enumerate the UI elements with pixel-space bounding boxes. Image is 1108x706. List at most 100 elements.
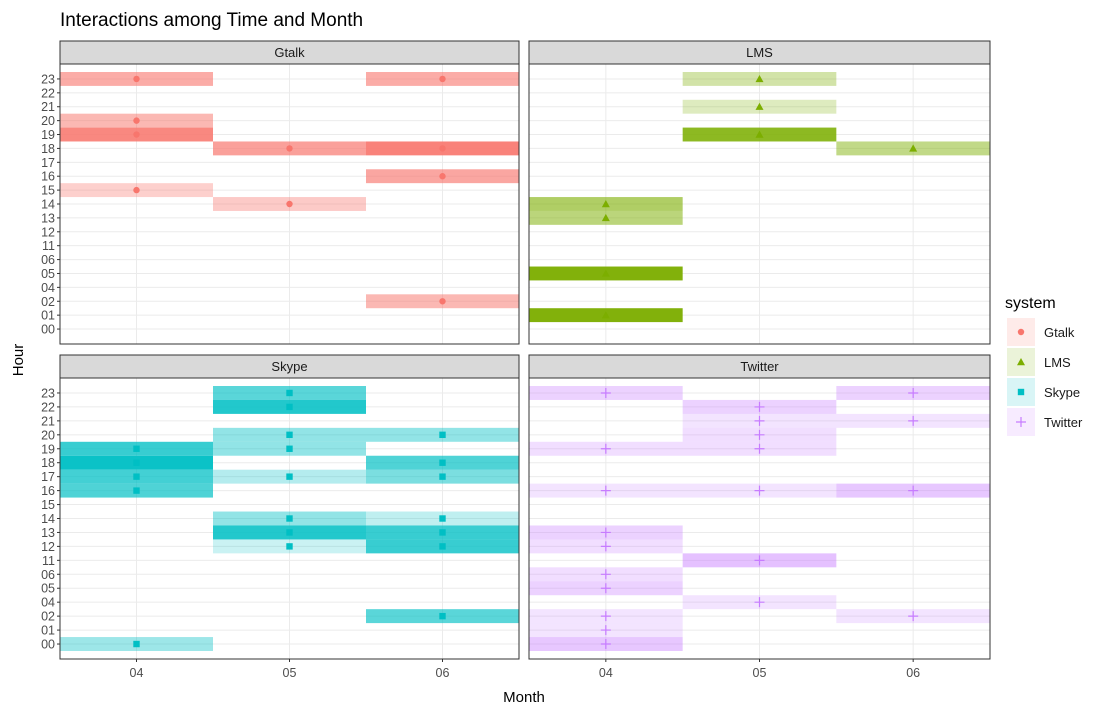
y-tick-label: 04 bbox=[41, 281, 55, 295]
data-point bbox=[755, 102, 764, 110]
facet-strip-label: LMS bbox=[746, 45, 773, 60]
data-point bbox=[754, 485, 765, 496]
data-point bbox=[286, 445, 293, 452]
x-axis-label: Month bbox=[503, 689, 545, 706]
y-tick-label: 14 bbox=[41, 198, 55, 212]
data-point bbox=[601, 200, 610, 208]
data-point bbox=[600, 569, 611, 580]
y-tick-label: 20 bbox=[41, 114, 55, 128]
data-point bbox=[286, 515, 293, 522]
data-point bbox=[439, 612, 446, 620]
data-point bbox=[908, 611, 919, 622]
data-point bbox=[133, 473, 140, 480]
y-tick-label: 16 bbox=[41, 170, 55, 184]
y-tick-label: 19 bbox=[41, 442, 55, 456]
data-point bbox=[133, 75, 140, 83]
data-point bbox=[439, 173, 446, 180]
y-tick-label: 02 bbox=[41, 610, 55, 624]
y-tick-label: 06 bbox=[41, 253, 55, 267]
y-tick-label: 01 bbox=[41, 624, 55, 638]
data-point bbox=[439, 298, 446, 305]
data-point bbox=[600, 611, 611, 622]
y-tick-label: 01 bbox=[41, 309, 55, 323]
data-point bbox=[133, 131, 140, 138]
panel-border bbox=[528, 63, 991, 345]
data-point bbox=[133, 459, 140, 466]
x-tick-label: 05 bbox=[753, 666, 767, 680]
data-point bbox=[600, 387, 611, 398]
data-point bbox=[754, 597, 765, 608]
data-point bbox=[909, 144, 918, 152]
legend-label: Skype bbox=[1044, 385, 1080, 400]
legend-symbol bbox=[1016, 417, 1026, 427]
y-tick-label: 22 bbox=[41, 400, 55, 414]
y-tick-label: 12 bbox=[41, 540, 55, 554]
data-point bbox=[133, 487, 140, 494]
data-point bbox=[439, 543, 446, 550]
data-point bbox=[754, 401, 765, 412]
y-tick-label: 13 bbox=[41, 211, 55, 225]
data-point bbox=[133, 117, 140, 124]
y-tick-label: 12 bbox=[41, 225, 55, 239]
data-point bbox=[133, 186, 140, 194]
data-point bbox=[286, 389, 293, 397]
data-point bbox=[439, 145, 446, 152]
y-tick-label: 18 bbox=[41, 456, 55, 470]
data-point bbox=[908, 387, 919, 398]
facet-strip-label: Skype bbox=[271, 359, 307, 374]
y-tick-label: 17 bbox=[41, 470, 55, 484]
y-tick-label: 20 bbox=[41, 428, 55, 442]
data-point bbox=[600, 583, 611, 594]
data-point bbox=[908, 415, 919, 426]
data-point bbox=[439, 515, 446, 522]
data-point bbox=[439, 473, 446, 480]
data-point bbox=[133, 445, 140, 452]
data-point bbox=[600, 639, 611, 650]
data-point bbox=[286, 145, 293, 152]
y-tick-label: 14 bbox=[41, 512, 55, 526]
x-tick-label: 05 bbox=[283, 666, 297, 680]
x-tick-label: 06 bbox=[906, 666, 920, 680]
data-point bbox=[600, 541, 611, 552]
x-tick-label: 06 bbox=[436, 666, 450, 680]
data-point bbox=[286, 200, 293, 208]
y-tick-label: 13 bbox=[41, 526, 55, 540]
y-tick-label: 18 bbox=[41, 142, 55, 156]
data-point bbox=[755, 130, 764, 138]
legend: system Gtalk LMS Skype Twitter bbox=[1005, 295, 1083, 436]
y-axis-label: Hour bbox=[10, 344, 27, 377]
data-point bbox=[286, 529, 293, 536]
y-tick-label: 05 bbox=[41, 267, 55, 281]
panel-gtalk: Gtalk00010204050611121314151617181920212… bbox=[41, 40, 520, 345]
y-tick-label: 06 bbox=[41, 568, 55, 582]
panel-skype: Skype00010204050611121314151617181920212… bbox=[41, 354, 520, 680]
y-tick-label: 21 bbox=[41, 100, 55, 114]
data-point bbox=[286, 431, 293, 439]
legend-label: Twitter bbox=[1044, 415, 1083, 430]
data-point bbox=[133, 640, 140, 648]
y-tick-label: 00 bbox=[41, 323, 55, 337]
y-tick-label: 11 bbox=[42, 239, 55, 253]
data-point bbox=[600, 527, 611, 538]
data-point bbox=[754, 429, 765, 440]
x-tick-label: 04 bbox=[130, 666, 144, 680]
data-point bbox=[286, 403, 293, 411]
panel-lms: LMS bbox=[528, 40, 991, 345]
y-tick-label: 21 bbox=[41, 414, 55, 428]
data-point bbox=[601, 213, 610, 222]
y-tick-label: 15 bbox=[41, 184, 55, 198]
data-point bbox=[601, 269, 610, 277]
y-tick-label: 17 bbox=[41, 156, 55, 170]
data-point bbox=[754, 415, 765, 426]
y-tick-label: 04 bbox=[41, 596, 55, 610]
data-point bbox=[601, 311, 610, 319]
data-point bbox=[755, 74, 764, 83]
y-tick-label: 23 bbox=[41, 72, 55, 86]
y-tick-label: 23 bbox=[41, 386, 55, 400]
data-point bbox=[439, 529, 446, 536]
chart-title: Interactions among Time and Month bbox=[60, 10, 363, 31]
legend-label: LMS bbox=[1044, 355, 1071, 370]
data-point bbox=[600, 443, 611, 454]
data-point bbox=[439, 431, 446, 439]
